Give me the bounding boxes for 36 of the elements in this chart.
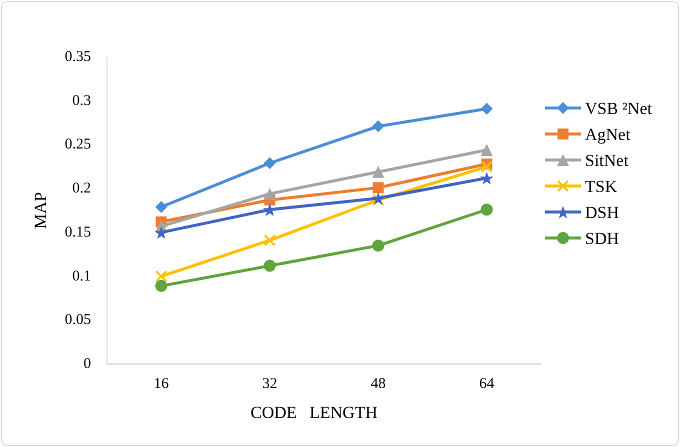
point — [480, 204, 493, 216]
point — [372, 182, 384, 194]
legend-label: SDH — [585, 228, 620, 248]
point — [264, 260, 276, 272]
legend-label: SitNet — [585, 150, 629, 170]
legend-label: AgNet — [585, 124, 631, 144]
point — [155, 280, 168, 292]
point — [480, 160, 493, 173]
x-tick-label: 48 — [370, 376, 386, 392]
point — [372, 120, 384, 132]
y-tick-label: 0.1 — [72, 268, 91, 284]
x-tick-label: 64 — [479, 376, 495, 392]
point — [155, 270, 168, 282]
x-axis-title: CODE LENGTH — [250, 403, 378, 422]
y-tick-label: 0.35 — [64, 49, 91, 65]
point — [480, 172, 494, 185]
point — [264, 188, 276, 200]
y-tick-label: 0 — [84, 356, 91, 372]
x-tick-label: 32 — [262, 376, 278, 392]
legend-label: TSK — [585, 176, 618, 196]
point — [264, 234, 276, 246]
y-tick-label: 0.15 — [64, 224, 91, 240]
y-tick-label: 0.05 — [64, 312, 91, 328]
y-tick-label: 0.25 — [64, 136, 91, 153]
point — [372, 166, 384, 178]
y-tick-label: 0.2 — [72, 180, 91, 197]
legend-label: DSH — [585, 202, 620, 222]
point — [372, 240, 384, 252]
point — [480, 144, 493, 156]
legend-label: VSB ²Net — [585, 98, 652, 118]
point — [264, 157, 276, 170]
point — [480, 102, 493, 115]
x-tick-label: 16 — [154, 376, 170, 392]
y-axis-title: MAP — [31, 192, 50, 229]
y-tick-label: 0.3 — [72, 92, 91, 109]
point — [155, 200, 168, 213]
